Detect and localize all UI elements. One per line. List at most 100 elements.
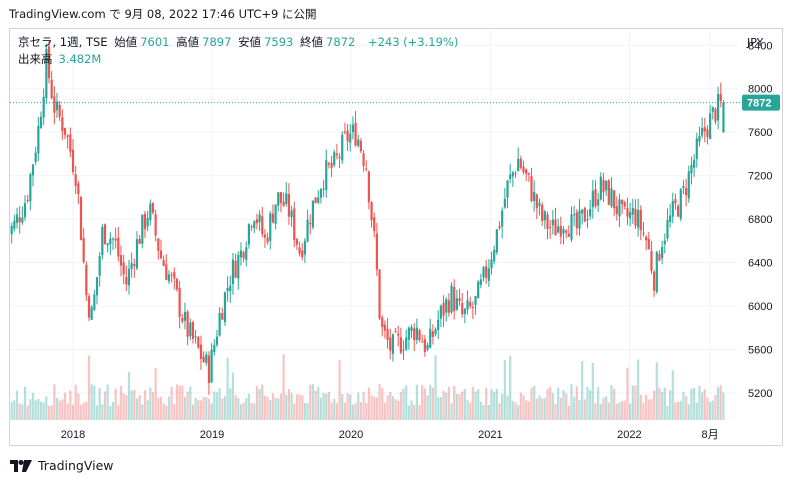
candle-body <box>69 134 72 152</box>
candle-body <box>210 349 213 383</box>
volume-bar <box>229 388 232 420</box>
symbol-info[interactable]: 京セラ, 1週, TSE <box>18 35 108 49</box>
volume-bar <box>386 395 389 420</box>
candle-body <box>79 197 83 241</box>
volume-bar <box>127 371 131 420</box>
volume-bars <box>10 354 725 420</box>
volume-bar <box>378 384 381 420</box>
volume-bar <box>599 403 602 420</box>
candle-body <box>197 337 200 348</box>
volume-bar <box>221 398 224 420</box>
volume-bar <box>109 405 112 420</box>
candle-body <box>663 240 666 245</box>
volume-bar <box>122 393 125 420</box>
volume-bar <box>250 402 253 420</box>
footer-brand[interactable]: TradingView <box>38 458 114 473</box>
time-axis: 2018 2019 2020 2021 2022 8月 <box>61 429 719 441</box>
volume-bar <box>309 384 312 420</box>
volume-bar <box>543 398 546 420</box>
volume-bar <box>394 399 397 420</box>
candle-body <box>93 294 96 310</box>
volume-bar <box>677 401 680 420</box>
volume-bar <box>407 405 410 420</box>
volume-bar <box>535 398 538 420</box>
volume-bar <box>213 391 216 420</box>
x-tick-label: 2022 <box>617 429 641 441</box>
candle-body <box>271 213 275 223</box>
volume-bar <box>706 397 709 420</box>
candle-body <box>45 48 48 98</box>
candle-body <box>322 188 325 190</box>
volume-bar <box>95 405 99 420</box>
candle-body <box>693 159 696 168</box>
footer: TradingView <box>10 458 114 473</box>
candle-body <box>34 152 37 163</box>
volume-bar <box>711 400 714 420</box>
volume-bar <box>175 384 179 420</box>
volume-bar <box>613 388 616 420</box>
candle-body <box>466 300 469 310</box>
candle-body <box>413 328 416 341</box>
candle-body <box>231 259 235 284</box>
candle-body <box>682 186 685 189</box>
volume-bar <box>293 403 296 420</box>
tradingview-logo-icon[interactable] <box>10 459 32 472</box>
candle-body <box>599 176 602 200</box>
candle-body <box>191 322 195 339</box>
volume-bar <box>666 405 669 420</box>
volume-bar <box>559 397 562 420</box>
candle-body <box>189 322 192 337</box>
volume-bar <box>274 397 277 420</box>
volume-bar <box>551 393 554 420</box>
candle-body <box>266 237 269 243</box>
candle-body <box>245 247 248 260</box>
volume-bar <box>709 401 712 420</box>
volume-bar <box>714 394 717 420</box>
x-tick-label: 2020 <box>339 429 363 441</box>
volume-bar <box>311 384 315 420</box>
volume-bar <box>669 390 672 420</box>
candle-body <box>74 174 77 186</box>
candle-body <box>565 230 568 233</box>
candle-body <box>386 328 389 341</box>
volume-bar <box>263 395 267 420</box>
volume-bar <box>581 361 584 420</box>
candle-body <box>509 174 512 180</box>
candle-body <box>655 252 658 292</box>
volume-bar <box>722 392 725 420</box>
candle-body <box>55 101 59 111</box>
volume-bar <box>66 403 69 420</box>
candle-body <box>578 210 581 229</box>
volume-bar <box>514 402 517 420</box>
candle-body <box>538 203 541 206</box>
volume-bar <box>610 385 613 420</box>
candle-body <box>119 255 123 266</box>
candle-body <box>634 208 637 226</box>
candle-body <box>234 260 237 278</box>
candle-body <box>301 250 304 258</box>
volume-bar <box>165 405 168 420</box>
candle-body <box>221 313 224 320</box>
volume-bar <box>237 398 240 420</box>
volume-bar <box>373 396 376 420</box>
candle-body <box>154 214 157 236</box>
volume-bar <box>626 367 629 420</box>
volume-bar <box>413 404 416 420</box>
volume-bar <box>245 398 248 420</box>
candle-body <box>559 225 562 237</box>
volume-bar <box>23 386 27 420</box>
volume-bar <box>322 392 325 420</box>
candle-body <box>597 199 600 206</box>
volume-bar <box>170 387 173 420</box>
candle-body <box>546 214 549 229</box>
x-tick-label: 8月 <box>702 429 719 441</box>
volume-bar <box>429 384 432 420</box>
volume-bar <box>474 391 477 420</box>
volume-bar <box>93 385 96 420</box>
candle-body <box>341 134 344 161</box>
chart-frame <box>9 28 783 446</box>
candle-body <box>423 339 426 353</box>
candle-body <box>431 331 434 337</box>
volume-bar <box>565 393 568 420</box>
